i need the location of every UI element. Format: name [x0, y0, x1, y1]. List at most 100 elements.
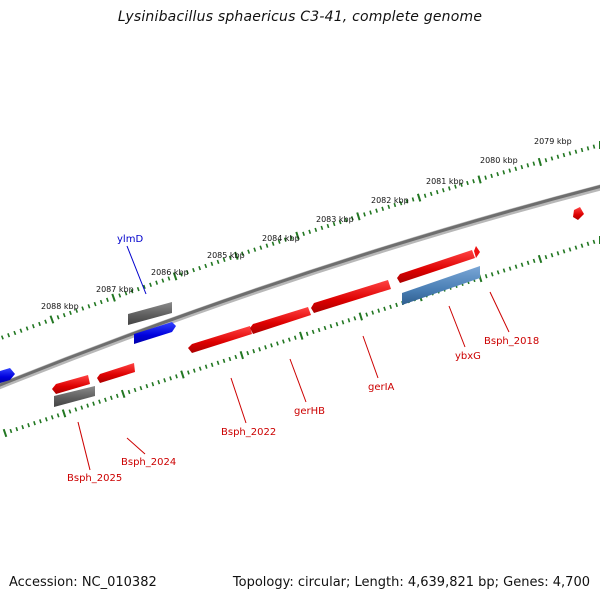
gene-Bsph_2022[interactable] [188, 326, 252, 353]
inner-scale-minor-tick [9, 428, 13, 434]
outer-scale-major-tick [295, 231, 300, 240]
outer-scale-minor-tick [550, 156, 554, 161]
outer-scale-minor-tick [490, 173, 493, 179]
gene-label-Bsph_2022[interactable]: Bsph_2022 [221, 427, 276, 438]
inner-scale-minor-tick [311, 329, 315, 335]
gene-ylmD[interactable] [134, 322, 176, 344]
gene-Bsph_2024-left[interactable] [52, 375, 90, 394]
inner-scale-minor-tick [508, 266, 512, 271]
inner-scale-minor-tick [305, 331, 309, 336]
outer-scale-minor-tick [185, 270, 189, 275]
gene-Bsph_2024[interactable] [97, 363, 135, 383]
gene-label-ybxG[interactable]: ybxG [455, 351, 481, 362]
outer-scale-minor-tick [222, 257, 226, 262]
outer-scale-minor-tick [363, 212, 366, 217]
gene-label-Bsph_2024[interactable]: Bsph_2024 [121, 457, 176, 468]
inner-scale-minor-tick [204, 364, 208, 369]
inner-scale-minor-tick [68, 409, 72, 414]
gene-label-gerHB[interactable]: gerHB [294, 406, 325, 417]
outer-scale-minor-tick [308, 229, 312, 234]
outer-scale-minor-tick [435, 189, 439, 195]
outer-scale-minor-tick [167, 276, 171, 281]
gene-label-Bsph_2018[interactable]: Bsph_2018 [484, 336, 539, 347]
inner-scale-minor-tick [520, 262, 524, 267]
inner-scale-minor-tick [222, 358, 226, 364]
leader-Bsph_2022 [230, 377, 247, 424]
gene-grey-forward[interactable] [128, 302, 172, 325]
inner-scale-minor-tick [92, 401, 95, 406]
inner-scale-minor-tick [115, 393, 119, 399]
inner-scale-minor-tick [86, 403, 90, 408]
inner-scale-minor-tick [246, 350, 250, 356]
inner-scale-minor-tick [139, 385, 143, 391]
inner-scale-major-tick [239, 350, 244, 360]
inner-scale-minor-tick [133, 387, 137, 393]
inner-scale-minor-tick [264, 345, 267, 350]
outer-scale-minor-tick [460, 182, 463, 187]
outer-scale-major-tick [111, 293, 116, 302]
kbp-label-2081: 2081 kbp [426, 177, 464, 186]
outer-scale-minor-tick [283, 237, 287, 242]
inner-scale-minor-tick [514, 264, 518, 269]
outer-scale-minor-tick [369, 210, 372, 215]
outer-scale-minor-tick [161, 278, 165, 283]
gene-label-gerIA[interactable]: gerIA [368, 382, 395, 393]
gene-Bsph_2018[interactable] [397, 246, 480, 283]
inner-scale-minor-tick [157, 380, 161, 385]
kbp-label-2079: 2079 kbp [534, 137, 572, 146]
outer-scale-minor-tick [302, 231, 305, 236]
outer-scale-minor-tick [454, 184, 457, 189]
outer-scale-minor-tick [314, 227, 318, 233]
inner-scale-minor-tick [383, 306, 387, 311]
inner-scale-minor-tick [562, 249, 566, 254]
gene-gerHB[interactable] [250, 307, 311, 334]
outer-scale-minor-tick [204, 263, 208, 269]
inner-scale-minor-tick [198, 366, 202, 371]
accession-text: Accession: NC_010382 [9, 575, 157, 590]
outer-scale-minor-tick [381, 206, 385, 211]
inner-scale-minor-tick [365, 312, 369, 317]
inner-scale-minor-tick [353, 316, 357, 321]
kbp-label-2082: 2082 kbp [371, 196, 409, 205]
genome-summary-text: Topology: circular; Length: 4,639,821 bp… [232, 575, 590, 590]
outer-scale-minor-tick [198, 265, 202, 271]
gene-Bsph_2025-box[interactable] [54, 386, 95, 407]
gene-ybxG[interactable] [402, 266, 480, 305]
leader-gerHB [289, 358, 307, 403]
outer-scale-major-tick [234, 251, 239, 260]
outer-scale-minor-tick [149, 282, 152, 287]
inner-scale-minor-tick [484, 274, 488, 279]
outer-scale-minor-tick [19, 328, 23, 333]
inner-scale-major-tick [120, 389, 126, 399]
inner-scale-minor-tick [104, 397, 107, 402]
gene-edge-red[interactable] [573, 207, 584, 220]
inner-scale-minor-tick [586, 241, 590, 246]
kbp-label-2084: 2084 kbp [262, 234, 300, 243]
gene-edge-blue[interactable] [0, 368, 15, 383]
inner-scale-minor-tick [287, 337, 291, 342]
gene-label-Bsph_2025[interactable]: Bsph_2025 [67, 473, 122, 484]
outer-scale-minor-tick [338, 219, 342, 225]
inner-scale-major-tick [358, 312, 363, 321]
outer-scale-track [0, 141, 600, 340]
gene-gerIA[interactable] [311, 280, 391, 313]
inner-scale-major-tick [299, 331, 304, 340]
inner-scale-minor-tick [496, 270, 500, 275]
inner-scale-minor-tick [377, 308, 381, 313]
outer-scale-minor-tick [496, 171, 500, 177]
outer-scale-minor-tick [399, 200, 403, 206]
outer-scale-major-tick [172, 272, 178, 281]
inner-scale-minor-tick [282, 339, 285, 344]
outer-scale-minor-tick [350, 216, 354, 221]
map-title: Lysinibacillus sphaericus C3-41, complet… [117, 9, 483, 25]
inner-scale-minor-tick [98, 399, 101, 404]
outer-scale-minor-tick [142, 284, 146, 290]
outer-scale-minor-tick [556, 154, 560, 159]
outer-scale-minor-tick [56, 315, 60, 320]
outer-scale-minor-tick [375, 208, 378, 213]
inner-scale-major-tick [180, 370, 185, 379]
outer-scale-major-tick [356, 212, 361, 221]
genome-backbone [0, 184, 600, 390]
gene-label-ylmD[interactable]: ylmD [117, 234, 143, 245]
inner-scale-minor-tick [74, 407, 78, 412]
